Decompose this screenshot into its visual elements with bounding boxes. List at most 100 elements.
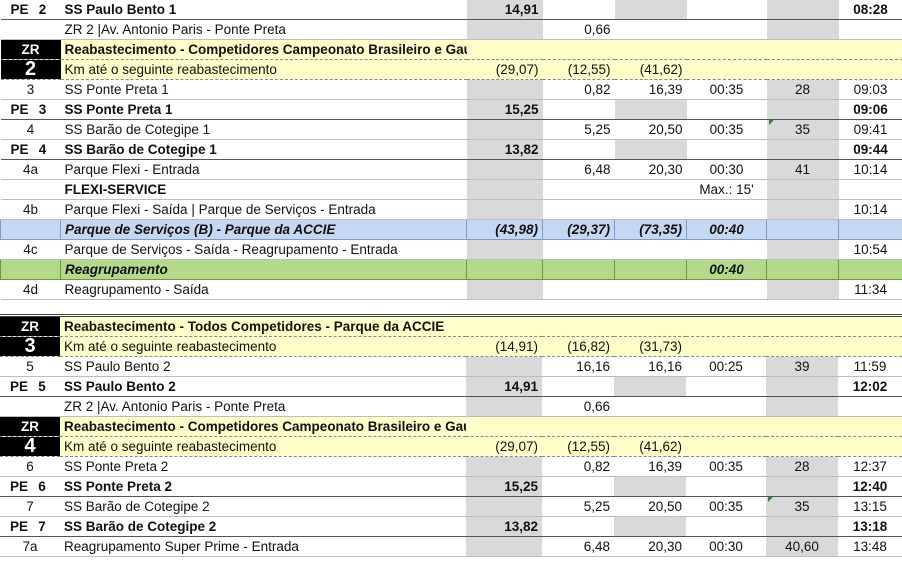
liaison-km	[542, 239, 615, 260]
ss-km	[466, 179, 543, 200]
row-label: Reabastecimento - Todos Competidores - P…	[60, 317, 466, 337]
itinerary-row-pe: PE 3 SS Ponte Preta 1 15,25 09:06	[0, 99, 902, 120]
liaison-km: 16,16	[542, 356, 614, 377]
row-label: SS Ponte Preta 2	[60, 476, 466, 497]
total-km	[614, 259, 687, 280]
control-code: 4a	[0, 159, 61, 180]
total-km: 16,39	[614, 79, 687, 100]
average-speed	[766, 99, 839, 120]
itinerary-row-green: Reagrupamento 00:40	[0, 259, 902, 280]
total-km: (31,73)	[614, 336, 686, 357]
zr-tag: ZR	[0, 416, 60, 437]
stage-code-cell: PE 4	[0, 139, 61, 160]
liaison-km: 5,25	[542, 119, 615, 140]
first-car-time: 12:02	[838, 376, 902, 397]
control-code	[0, 219, 61, 240]
ss-km	[466, 79, 543, 100]
row-label: Km até o seguinte reabastecimento	[60, 436, 466, 457]
liaison-km	[542, 259, 615, 280]
ss-km	[466, 199, 543, 220]
ss-km	[466, 159, 543, 180]
row-label: SS Barão de Cotegipe 1	[60, 119, 467, 140]
target-time	[686, 436, 766, 457]
liaison-km	[542, 376, 614, 397]
liaison-km	[542, 179, 615, 200]
liaison-km	[542, 317, 614, 337]
average-speed: 35	[766, 496, 838, 517]
target-time	[686, 279, 767, 300]
liaison-km: 0,82	[542, 79, 615, 100]
average-speed	[766, 0, 839, 20]
target-time	[686, 19, 767, 40]
target-time: 00:30	[686, 536, 766, 557]
target-time	[686, 0, 767, 20]
first-car-time: 12:40	[838, 476, 902, 497]
liaison-km: (12,55)	[542, 436, 614, 457]
total-km	[614, 199, 687, 220]
target-time	[686, 476, 766, 497]
total-km	[614, 39, 687, 60]
ss-km	[466, 416, 542, 437]
row-label: Reabastecimento - Competidores Campeonat…	[60, 416, 466, 437]
itinerary-row-plain: 4a Parque Flexi - Entrada 6,48 20,30 00:30 41…	[0, 159, 902, 180]
control-code: 3	[0, 79, 61, 100]
first-car-time: 13:15	[838, 496, 902, 517]
total-km: (41,62)	[614, 436, 686, 457]
liaison-km	[542, 279, 615, 300]
pe-tag: PE	[10, 379, 29, 394]
ss-km	[466, 19, 543, 40]
total-km: 16,16	[614, 356, 686, 377]
first-car-time: 11:34	[838, 279, 902, 300]
first-car-time	[838, 396, 902, 417]
average-speed: 28	[766, 79, 839, 100]
target-time	[686, 516, 766, 537]
row-label: SS Paulo Bento 2	[60, 356, 466, 377]
itinerary-row-zr_bot: 2 Km até o seguinte reabastecimento (29,07…	[0, 59, 902, 80]
average-speed	[766, 179, 839, 200]
itinerary-table-top: PE 2 SS Paulo Bento 1 14,91 08:28 ZR 2 |Av. A…	[0, 0, 902, 300]
ss-km: (14,91)	[466, 336, 542, 357]
stage-code-cell: PE 6	[0, 476, 60, 497]
first-car-time: 09:44	[838, 139, 902, 160]
row-label: Parque Flexi - Saída | Parque de Serviço…	[60, 199, 467, 220]
total-km: 16,39	[614, 456, 686, 477]
liaison-km: (29,37)	[542, 219, 615, 240]
average-speed	[766, 59, 839, 80]
liaison-km: 5,25	[542, 496, 614, 517]
target-time	[686, 199, 767, 220]
average-speed	[766, 336, 838, 357]
row-label: SS Paulo Bento 2	[60, 376, 466, 397]
pe-number: 5	[38, 379, 46, 394]
ss-km	[466, 279, 543, 300]
total-km	[614, 19, 687, 40]
row-label: SS Ponte Preta 2	[60, 456, 466, 477]
control-code: 4d	[0, 279, 61, 300]
first-car-time	[838, 416, 902, 437]
pe-tag: PE	[10, 2, 29, 17]
row-label: SS Barão de Cotegipe 2	[60, 516, 466, 537]
row-label: Parque de Serviços (B) - Parque da ACCIE	[60, 219, 467, 240]
row-label: Parque de Serviços - Saída - Reagrupamen…	[60, 239, 467, 260]
ss-km	[466, 536, 542, 557]
ss-km: 13,82	[466, 139, 543, 160]
target-time	[686, 139, 767, 160]
total-km	[614, 279, 687, 300]
row-label: Reagrupamento	[60, 259, 467, 280]
target-time	[686, 59, 767, 80]
first-car-time	[838, 336, 902, 357]
itinerary-row-zr_bot: 4 Km até o seguinte reabastecimento (29,07…	[0, 436, 902, 457]
average-speed	[766, 376, 838, 397]
itinerary-table-bottom: ZR Reabastecimento - Todos Competidores -…	[0, 317, 902, 557]
ss-km	[466, 496, 542, 517]
liaison-km	[542, 516, 614, 537]
liaison-km	[542, 416, 614, 437]
target-time: 00:40	[686, 259, 767, 280]
control-code: 4	[0, 119, 61, 140]
itinerary-row-pe: PE 5 SS Paulo Bento 2 14,91 12:02	[0, 376, 902, 397]
first-car-time	[838, 317, 902, 337]
liaison-km: (12,55)	[542, 59, 615, 80]
total-km	[614, 516, 686, 537]
total-km: 20,50	[614, 496, 686, 517]
zr-tag: ZR	[0, 317, 60, 337]
first-car-time	[838, 219, 902, 240]
